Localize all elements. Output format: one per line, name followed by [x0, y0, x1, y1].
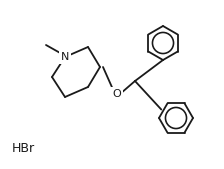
Text: N: N: [61, 52, 69, 62]
Text: O: O: [113, 89, 121, 99]
Text: HBr: HBr: [12, 141, 35, 154]
